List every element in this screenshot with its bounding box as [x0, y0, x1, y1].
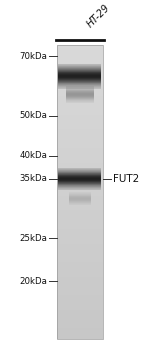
FancyBboxPatch shape: [57, 159, 103, 162]
FancyBboxPatch shape: [57, 270, 103, 273]
Text: 35kDa: 35kDa: [20, 174, 48, 183]
FancyBboxPatch shape: [57, 336, 103, 340]
FancyBboxPatch shape: [57, 100, 103, 104]
FancyBboxPatch shape: [57, 188, 103, 192]
FancyBboxPatch shape: [57, 107, 103, 111]
FancyBboxPatch shape: [57, 214, 103, 218]
FancyBboxPatch shape: [57, 222, 103, 225]
FancyBboxPatch shape: [57, 174, 103, 177]
FancyBboxPatch shape: [57, 240, 103, 244]
FancyBboxPatch shape: [57, 89, 103, 92]
FancyBboxPatch shape: [57, 325, 103, 328]
FancyBboxPatch shape: [57, 177, 103, 181]
FancyBboxPatch shape: [57, 255, 103, 258]
FancyBboxPatch shape: [57, 232, 103, 236]
FancyBboxPatch shape: [57, 207, 103, 210]
Text: 70kDa: 70kDa: [20, 52, 48, 61]
Text: HT-29: HT-29: [85, 3, 112, 30]
FancyBboxPatch shape: [57, 203, 103, 207]
FancyBboxPatch shape: [57, 236, 103, 240]
FancyBboxPatch shape: [57, 148, 103, 152]
FancyBboxPatch shape: [57, 152, 103, 155]
FancyBboxPatch shape: [57, 210, 103, 214]
Text: 40kDa: 40kDa: [20, 151, 48, 160]
FancyBboxPatch shape: [57, 60, 103, 63]
Text: 25kDa: 25kDa: [20, 234, 48, 243]
FancyBboxPatch shape: [57, 181, 103, 185]
FancyBboxPatch shape: [57, 52, 103, 56]
FancyBboxPatch shape: [57, 288, 103, 292]
FancyBboxPatch shape: [57, 130, 103, 133]
FancyBboxPatch shape: [57, 192, 103, 196]
FancyBboxPatch shape: [57, 277, 103, 280]
FancyBboxPatch shape: [57, 295, 103, 299]
FancyBboxPatch shape: [57, 225, 103, 229]
FancyBboxPatch shape: [57, 244, 103, 247]
FancyBboxPatch shape: [57, 251, 103, 255]
Text: FUT2: FUT2: [113, 174, 140, 184]
FancyBboxPatch shape: [57, 85, 103, 89]
FancyBboxPatch shape: [57, 118, 103, 122]
FancyBboxPatch shape: [57, 137, 103, 140]
FancyBboxPatch shape: [57, 314, 103, 317]
FancyBboxPatch shape: [57, 302, 103, 306]
FancyBboxPatch shape: [57, 133, 103, 137]
FancyBboxPatch shape: [57, 92, 103, 96]
FancyBboxPatch shape: [57, 247, 103, 251]
FancyBboxPatch shape: [57, 70, 103, 74]
FancyBboxPatch shape: [57, 78, 103, 82]
FancyBboxPatch shape: [57, 67, 103, 70]
FancyBboxPatch shape: [57, 185, 103, 188]
FancyBboxPatch shape: [57, 258, 103, 262]
FancyBboxPatch shape: [57, 82, 103, 85]
FancyBboxPatch shape: [57, 332, 103, 336]
FancyBboxPatch shape: [57, 284, 103, 288]
FancyBboxPatch shape: [57, 166, 103, 170]
Text: 50kDa: 50kDa: [20, 111, 48, 120]
Text: 20kDa: 20kDa: [20, 277, 48, 286]
FancyBboxPatch shape: [57, 104, 103, 107]
FancyBboxPatch shape: [57, 317, 103, 321]
FancyBboxPatch shape: [57, 299, 103, 302]
FancyBboxPatch shape: [57, 199, 103, 203]
FancyBboxPatch shape: [57, 111, 103, 115]
FancyBboxPatch shape: [57, 229, 103, 232]
FancyBboxPatch shape: [57, 266, 103, 270]
FancyBboxPatch shape: [57, 126, 103, 130]
FancyBboxPatch shape: [57, 262, 103, 266]
FancyBboxPatch shape: [57, 280, 103, 284]
FancyBboxPatch shape: [57, 63, 103, 67]
FancyBboxPatch shape: [57, 292, 103, 295]
FancyBboxPatch shape: [57, 48, 103, 52]
FancyBboxPatch shape: [57, 162, 103, 166]
FancyBboxPatch shape: [57, 196, 103, 199]
FancyBboxPatch shape: [57, 140, 103, 144]
FancyBboxPatch shape: [57, 122, 103, 126]
FancyBboxPatch shape: [57, 74, 103, 78]
FancyBboxPatch shape: [57, 96, 103, 100]
FancyBboxPatch shape: [57, 328, 103, 332]
FancyBboxPatch shape: [57, 306, 103, 310]
FancyBboxPatch shape: [57, 115, 103, 118]
FancyBboxPatch shape: [57, 45, 103, 48]
FancyBboxPatch shape: [57, 155, 103, 159]
FancyBboxPatch shape: [57, 170, 103, 174]
FancyBboxPatch shape: [57, 273, 103, 277]
FancyBboxPatch shape: [57, 310, 103, 314]
FancyBboxPatch shape: [57, 56, 103, 60]
FancyBboxPatch shape: [57, 218, 103, 222]
FancyBboxPatch shape: [57, 144, 103, 148]
FancyBboxPatch shape: [57, 321, 103, 325]
